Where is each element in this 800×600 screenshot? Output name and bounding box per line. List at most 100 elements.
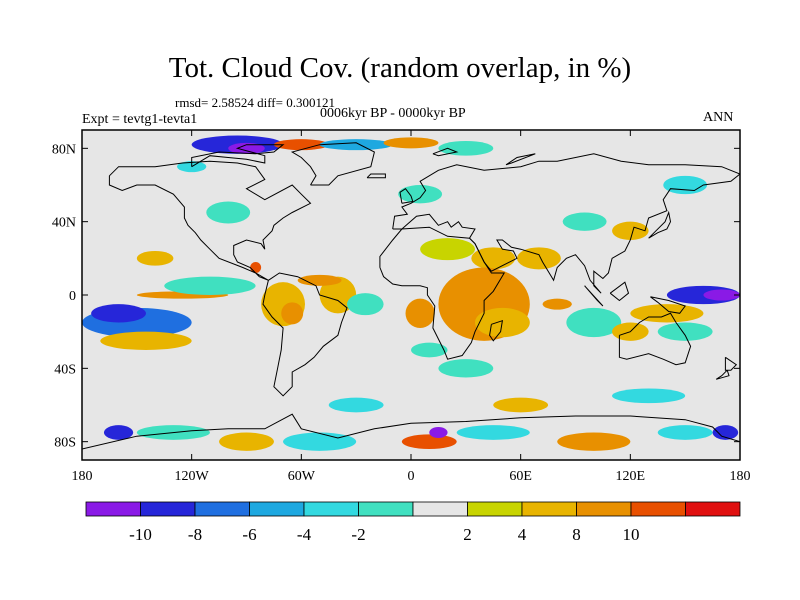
experiment-label: Expt = tevtg1-tevta1 xyxy=(82,112,198,127)
coastline xyxy=(618,312,692,366)
y-tick-label: 40S xyxy=(54,362,76,377)
x-tick-label: 0 xyxy=(408,469,415,484)
colorbar-label: 8 xyxy=(572,525,581,544)
stats-label: rmsd= 2.58524 diff= 0.300121 xyxy=(175,95,335,110)
colorbar-swatch xyxy=(358,501,414,517)
anomaly-patch xyxy=(630,304,704,323)
coastline xyxy=(82,413,740,450)
anomaly-patch xyxy=(657,322,713,341)
anomaly-patch xyxy=(542,298,572,310)
coastline xyxy=(399,188,414,204)
colorbar-swatch xyxy=(521,501,577,517)
anomaly-patch xyxy=(405,298,435,329)
anomaly-patch xyxy=(283,432,357,451)
season-label: ANN xyxy=(703,110,734,125)
colorbar: -10 -8 -6 -4 -2 2 4 8 10 xyxy=(85,501,741,544)
y-tick-label: 80S xyxy=(54,436,76,451)
coastline xyxy=(609,281,630,302)
anomaly-patch xyxy=(100,331,192,351)
colorbar-label: 2 xyxy=(463,525,472,544)
anomaly-patch xyxy=(703,289,740,301)
coastline xyxy=(584,285,604,307)
anomaly-patch xyxy=(347,293,384,316)
anomaly-patch xyxy=(206,201,251,224)
axis-ticks: 180 120W 60W 0 60E 120E 180 80N 40N 0 40S 80S xyxy=(52,130,751,484)
coastline xyxy=(366,173,386,179)
y-tick-label: 80N xyxy=(52,142,76,157)
plot-title: Tot. Cloud Cov. (random overlap, in %) xyxy=(168,52,632,84)
anomaly-patch xyxy=(612,388,686,404)
x-tick-label: 60W xyxy=(288,469,316,484)
colorbar-label: -4 xyxy=(297,525,312,544)
anomaly-patch xyxy=(657,425,713,440)
anomaly-patch xyxy=(228,142,265,154)
x-tick-label: 180 xyxy=(72,469,93,484)
coastline xyxy=(290,142,375,186)
anomaly-patch xyxy=(319,139,393,151)
anomaly-patch xyxy=(562,212,607,231)
anomaly-patch xyxy=(438,359,494,378)
coastline xyxy=(379,226,506,360)
coastline xyxy=(715,369,730,380)
anomaly-patch xyxy=(219,432,274,451)
x-tick-label: 60E xyxy=(509,469,532,484)
colorbar-swatch xyxy=(630,501,686,517)
coastline xyxy=(648,210,672,239)
coastline xyxy=(489,319,504,342)
colorbar-swatch xyxy=(85,501,141,517)
anomaly-patch xyxy=(663,175,708,195)
y-tick-label: 0 xyxy=(69,289,76,304)
coastline xyxy=(191,144,285,168)
anomaly-patch xyxy=(712,425,739,440)
coastline xyxy=(650,296,687,314)
anomaly-patch xyxy=(429,427,448,438)
coastline xyxy=(432,147,459,157)
coastline xyxy=(505,153,536,166)
colorbar-swatch xyxy=(576,501,632,517)
anomaly-patch xyxy=(164,276,256,296)
coastline xyxy=(724,356,738,371)
colorbar-label: -6 xyxy=(242,525,256,544)
colorbar-swatch xyxy=(249,501,305,517)
coastline xyxy=(262,272,348,397)
anomaly-patch xyxy=(420,238,475,261)
anomaly-patch xyxy=(471,247,516,270)
colorbar-swatch xyxy=(685,501,741,517)
colorbar-swatch xyxy=(467,501,523,517)
colorbar-swatch xyxy=(303,501,359,517)
anomaly-patch xyxy=(411,342,448,358)
colorbar-swatch xyxy=(412,501,468,517)
period-label: 0006kyr BP - 0000kyr BP xyxy=(320,106,466,121)
anomaly-patch xyxy=(456,425,530,440)
colorbar-label: -10 xyxy=(129,525,152,544)
anomaly-patch xyxy=(103,425,134,440)
anomaly-layer xyxy=(82,135,740,451)
coastline xyxy=(108,160,312,281)
anomaly-patch xyxy=(281,302,304,325)
y-tick-label: 40N xyxy=(52,216,76,231)
colorbar-swatch xyxy=(140,501,196,517)
anomaly-patch xyxy=(557,432,631,451)
colorbar-swatch xyxy=(194,501,250,517)
anomaly-patch xyxy=(297,274,342,286)
anomaly-patch xyxy=(493,397,549,413)
colorbar-label: 4 xyxy=(518,525,527,544)
x-tick-label: 120E xyxy=(616,469,646,484)
anomaly-patch xyxy=(612,221,649,240)
anomaly-patch xyxy=(517,247,561,270)
anomaly-patch xyxy=(91,304,146,323)
anomaly-patch xyxy=(273,139,329,151)
colorbar-label: -8 xyxy=(188,525,202,544)
coastlines xyxy=(82,142,740,450)
anomaly-patch xyxy=(398,185,443,204)
x-tick-label: 120W xyxy=(175,469,210,484)
x-tick-label: 180 xyxy=(730,469,751,484)
anomaly-patch xyxy=(401,434,457,449)
colorbar-label: -2 xyxy=(351,525,365,544)
colorbar-label: 10 xyxy=(623,525,640,544)
anomaly-patch xyxy=(136,251,174,266)
anomaly-patch xyxy=(328,397,384,413)
anomaly-patch xyxy=(566,307,622,338)
anomaly-patch xyxy=(383,137,439,149)
